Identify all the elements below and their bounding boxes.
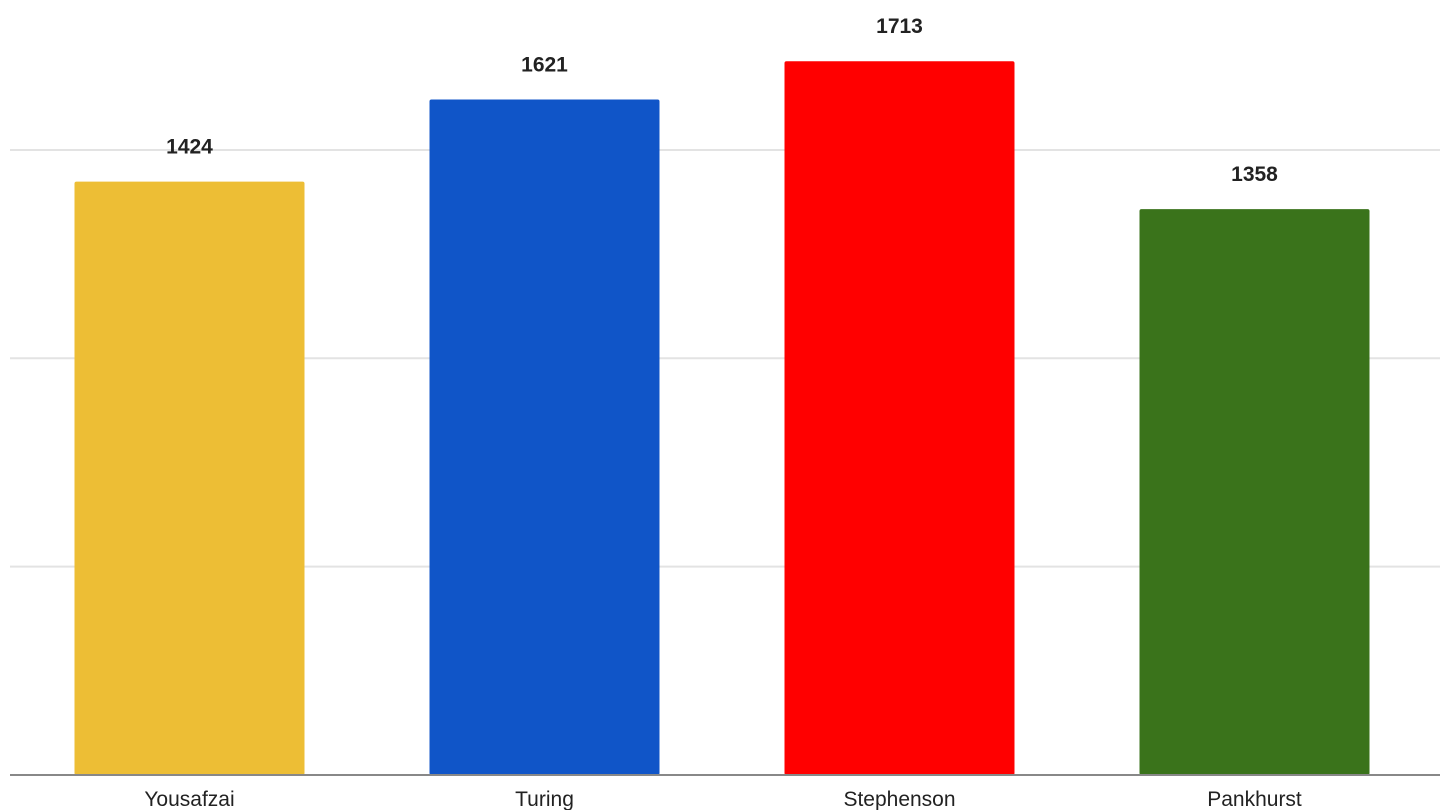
category-label-turing: Turing: [515, 788, 574, 810]
category-label-pankhurst: Pankhurst: [1207, 788, 1302, 810]
value-labels: 1424 1621 1713 1358: [166, 15, 1278, 186]
bar-turing: [429, 99, 660, 775]
value-label-stephenson: 1713: [876, 15, 923, 38]
value-label-pankhurst: 1358: [1231, 163, 1278, 186]
value-label-turing: 1621: [521, 54, 568, 77]
category-labels: Yousafzai Turing Stephenson Pankhurst: [144, 788, 1302, 810]
value-label-yousafzai: 1424: [166, 136, 213, 159]
bar-yousafzai: [74, 181, 305, 775]
bars: [74, 61, 1370, 776]
bar-stephenson: [784, 61, 1015, 776]
category-label-stephenson: Stephenson: [843, 788, 955, 810]
category-label-yousafzai: Yousafzai: [144, 788, 234, 810]
bar-pankhurst: [1139, 209, 1370, 775]
